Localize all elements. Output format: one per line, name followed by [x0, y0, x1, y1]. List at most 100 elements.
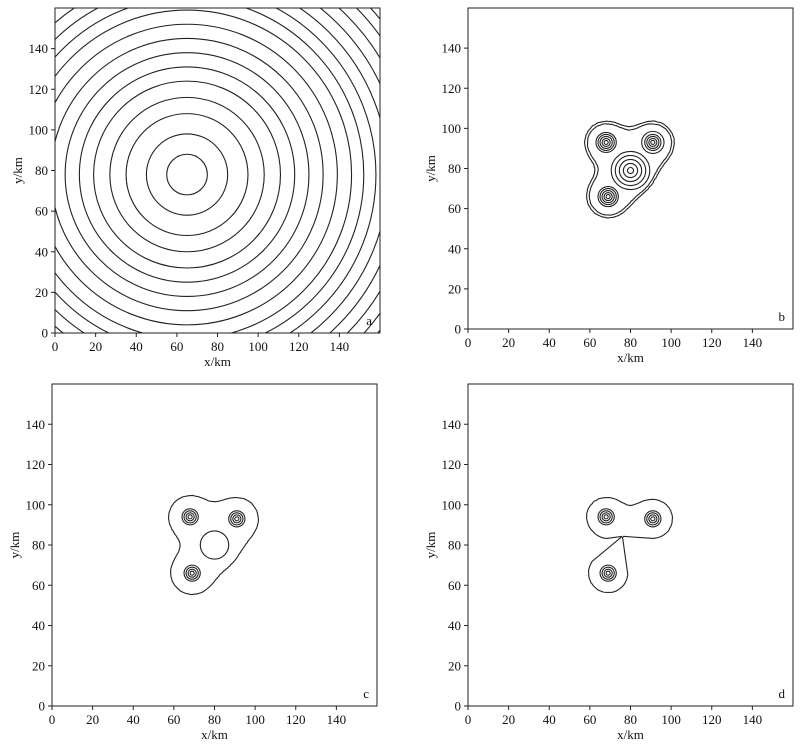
x-tick-label: 60: [583, 712, 596, 727]
contour-ring-a-0-12: [55, 8, 380, 333]
y-tick-label: 140: [29, 41, 49, 56]
y-tick-label: 20: [35, 285, 48, 300]
x-tick-label: 100: [661, 335, 681, 350]
x-tick-label: 120: [702, 335, 722, 350]
contour-ring-c-0-0: [199, 530, 230, 560]
y-tick-label: 100: [26, 497, 46, 512]
y-tick-label: 80: [448, 538, 461, 553]
x-axis-label: x/km: [617, 727, 644, 742]
contour-ring-c-3-1: [187, 568, 197, 578]
y-tick-label: 0: [455, 322, 462, 337]
x-tick-label: 60: [170, 339, 183, 354]
y-axis-label: y/km: [7, 532, 22, 559]
contour-ring-b-3-4: [597, 186, 619, 208]
contour-ring-d-0-1: [601, 512, 611, 522]
contour-ring-d-1-1: [648, 514, 658, 524]
contour-ring-a-0-14: [338, 8, 380, 333]
x-tick-label: 80: [208, 712, 221, 727]
x-tick-label: 60: [583, 335, 596, 350]
contour-ring-c-3-0: [189, 570, 195, 576]
contour-ring-c-1-0: [187, 514, 193, 520]
x-axis-label: x/km: [201, 727, 228, 742]
contours-b: [583, 120, 675, 219]
x-tick-label: 120: [286, 712, 306, 727]
contour-ring-a-0-0: [166, 153, 208, 196]
contour-ring-c-2-0: [234, 516, 240, 522]
y-tick-label: 0: [39, 699, 46, 714]
contour-ring-b-1-4: [595, 131, 617, 153]
contour-ring-a-0-20: [0, 0, 475, 463]
envelope-contour-c-0: [167, 494, 260, 596]
contour-ring-b-2-4: [641, 130, 665, 155]
contour-ring-d-2-1: [603, 568, 613, 578]
contour-ring-a-0-3: [109, 96, 265, 253]
x-tick-label: 120: [702, 712, 722, 727]
y-tick-label: 20: [448, 281, 461, 296]
panel-a: 0 20 40 60 80 100 120 140 0 20 40 60 80 100 120 140 x/km…: [0, 0, 486, 473]
contour-ring-b-2-2: [646, 135, 660, 149]
x-tick-label: 80: [624, 335, 637, 350]
y-tick-label: 80: [448, 161, 461, 176]
x-tick-label: 60: [167, 712, 180, 727]
contour-ring-d-0-3: [597, 508, 615, 526]
contour-ring-a-0-8: [55, 23, 338, 326]
envelope-contour-b-1: [583, 120, 675, 219]
panel-label: d: [779, 686, 786, 701]
contour-ring-b-0-2: [618, 158, 643, 183]
y-tick-label: 40: [35, 244, 48, 259]
y-tick-label: 100: [442, 121, 462, 136]
contour-ring-b-1-0: [603, 139, 609, 145]
y-tick-label: 120: [29, 82, 49, 97]
x-tick-label: 20: [502, 712, 515, 727]
contours-d: [585, 496, 674, 593]
x-tick-label: 140: [330, 339, 350, 354]
contour-ring-d-0-0: [603, 514, 609, 520]
x-tick-label: 0: [465, 335, 472, 350]
contour-ring-c-2-3: [228, 510, 246, 528]
plot-frame-b: [467, 7, 794, 330]
contour-ring-b-2-0: [650, 139, 656, 145]
contour-ring-a-0-10: [55, 8, 365, 333]
contour-ring-a-0-7: [55, 37, 324, 312]
y-tick-label: 120: [442, 457, 462, 472]
panel-label: c: [363, 686, 369, 701]
y-tick-label: 60: [35, 204, 48, 219]
x-tick-label: 0: [465, 712, 472, 727]
x-tick-label: 20: [502, 335, 515, 350]
panel-label: a: [366, 313, 372, 328]
contour-ring-d-2-0: [605, 570, 611, 576]
x-axis-label: x/km: [204, 354, 231, 369]
contour-ring-b-0-3: [614, 154, 647, 187]
contour-ring-b-0-1: [622, 162, 639, 179]
contour-ring-a-0-21: [0, 0, 486, 473]
x-tick-label: 140: [327, 712, 347, 727]
contours-c: [167, 494, 260, 596]
contour-ring-c-1-1: [185, 512, 195, 522]
y-tick-label: 80: [32, 538, 45, 553]
contour-ring-a-0-9: [55, 9, 353, 333]
y-tick-label: 120: [442, 81, 462, 96]
plot-frame-c: [51, 383, 378, 707]
contour-ring-a-0-18: [0, 0, 455, 443]
contours-a: [0, 0, 486, 473]
x-tick-label: 40: [543, 712, 556, 727]
contour-ring-b-0-4: [610, 150, 651, 191]
contour-ring-c-1-2: [183, 510, 197, 524]
plot-frame-d: [467, 383, 794, 707]
y-tick-label: 140: [442, 417, 462, 432]
panel-b: 0 20 40 60 80 100 120 140 0 20 40 60 80 100 120 140 x/km…: [423, 7, 794, 365]
x-tick-label: 40: [127, 712, 140, 727]
y-axis-label: y/km: [423, 532, 438, 559]
x-tick-label: 80: [211, 339, 224, 354]
y-axis-label: y/km: [10, 157, 25, 184]
contour-ring-d-1-0: [650, 516, 656, 522]
contour-ring-b-3-1: [603, 192, 613, 202]
contour-ring-a-0-19: [0, 0, 465, 453]
x-tick-label: 140: [743, 335, 763, 350]
contour-ring-b-2-3: [644, 133, 662, 151]
y-tick-label: 100: [442, 497, 462, 512]
contour-ring-c-1-3: [181, 508, 199, 526]
contour-ring-d-0-2: [599, 510, 613, 524]
envelope-contour-b-0: [586, 123, 673, 216]
